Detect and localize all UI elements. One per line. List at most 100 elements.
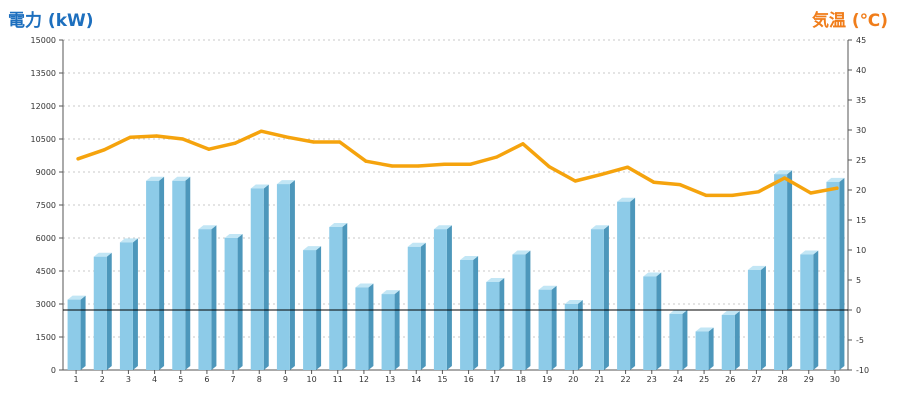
bar-top [800,250,819,255]
bar-front [67,299,81,370]
right-tick-label: 5 [856,276,861,285]
bar-top [460,256,479,260]
right-tick-label: 10 [856,246,866,255]
temperature-point [390,164,394,168]
left-tick-label: 6000 [36,234,56,243]
bar-front [826,181,840,370]
bar-top [119,238,138,243]
bar-side [159,176,165,370]
bar-side [682,309,688,370]
bar [669,309,688,370]
bar-side [473,256,479,370]
bar [433,225,452,370]
bar-top [564,300,583,304]
x-tick-label: 13 [385,375,395,384]
right-tick-label: 25 [856,156,866,165]
bar [460,256,479,370]
bar-front [800,254,814,370]
bar [590,225,609,370]
temperature-point [338,140,342,144]
temperature-point [652,180,656,184]
right-tick-label: -10 [856,366,869,375]
bar-top [67,295,86,300]
bar-top [617,197,636,202]
bar [93,252,112,370]
bar-side [368,283,374,370]
bar [276,180,295,370]
bar-front [460,260,474,370]
bar-top [146,176,165,181]
bar-side [394,290,400,370]
left-axis-title: 電力 (kW) [8,11,94,31]
temperature-point [76,157,80,161]
temperature-point [259,129,263,133]
left-tick-label: 7500 [36,201,56,210]
temperature-point [782,176,787,180]
right-tick-label: 15 [856,216,866,225]
left-tick-label: 3000 [36,300,56,309]
temperature-point [207,147,211,151]
bar [67,295,86,370]
bar [355,283,374,370]
temperature-point [181,137,185,141]
left-tick-label: 13500 [31,69,56,78]
x-tick-label: 23 [647,375,657,384]
bar-front [774,174,788,370]
bar [407,242,426,370]
left-tick-label: 4500 [36,267,56,276]
x-tick-label: 7 [231,375,236,384]
bar-front [590,229,604,370]
bar-front [276,184,290,370]
bar-front [512,254,526,370]
x-tick-label: 20 [568,375,578,384]
x-tick-label: 3 [126,375,131,384]
bar-top [407,242,426,247]
temperature-point [468,162,473,166]
bar-top [669,309,688,314]
temperature-line [76,129,839,198]
x-tick-label: 28 [777,375,787,384]
bar-top [224,234,243,238]
bar-side [185,176,191,370]
temperature-point [416,164,420,168]
bar-top [93,252,112,257]
bar-side [211,225,217,370]
bar-front [617,201,631,370]
x-tick-label: 12 [359,375,369,384]
temperature-point [704,193,708,197]
x-tick-label: 22 [620,375,630,384]
bar [564,300,583,370]
bar-side [289,180,295,370]
x-tick-label: 8 [257,375,262,384]
bar-front [146,180,160,370]
x-tick-label: 15 [437,375,447,384]
x-tick-label: 10 [306,375,316,384]
right-tick-label: 0 [856,306,861,315]
bar-front [695,331,709,370]
bar [695,327,714,370]
x-tick-label: 24 [673,375,683,384]
x-tick-label: 18 [516,375,526,384]
bar-front [538,289,552,370]
x-tick-label: 27 [751,375,761,384]
bar-side [734,311,740,370]
x-tick-label: 14 [411,375,421,384]
temperature-point [233,141,237,145]
bar [643,272,662,370]
bar-top [695,327,714,332]
bar-top [826,177,845,182]
right-tick-label: 20 [856,186,866,195]
bar-side [630,197,636,370]
bar-front [224,238,238,370]
temperature-point [756,190,761,194]
bar-side [237,234,243,370]
bar [381,290,400,370]
bar-front [93,256,107,370]
temperature-point [730,193,734,197]
x-tick-label: 4 [152,375,157,384]
x-tick-label: 16 [463,375,473,384]
temperature-point [495,155,499,159]
bar-top [250,184,269,189]
temperature-point [599,172,604,176]
